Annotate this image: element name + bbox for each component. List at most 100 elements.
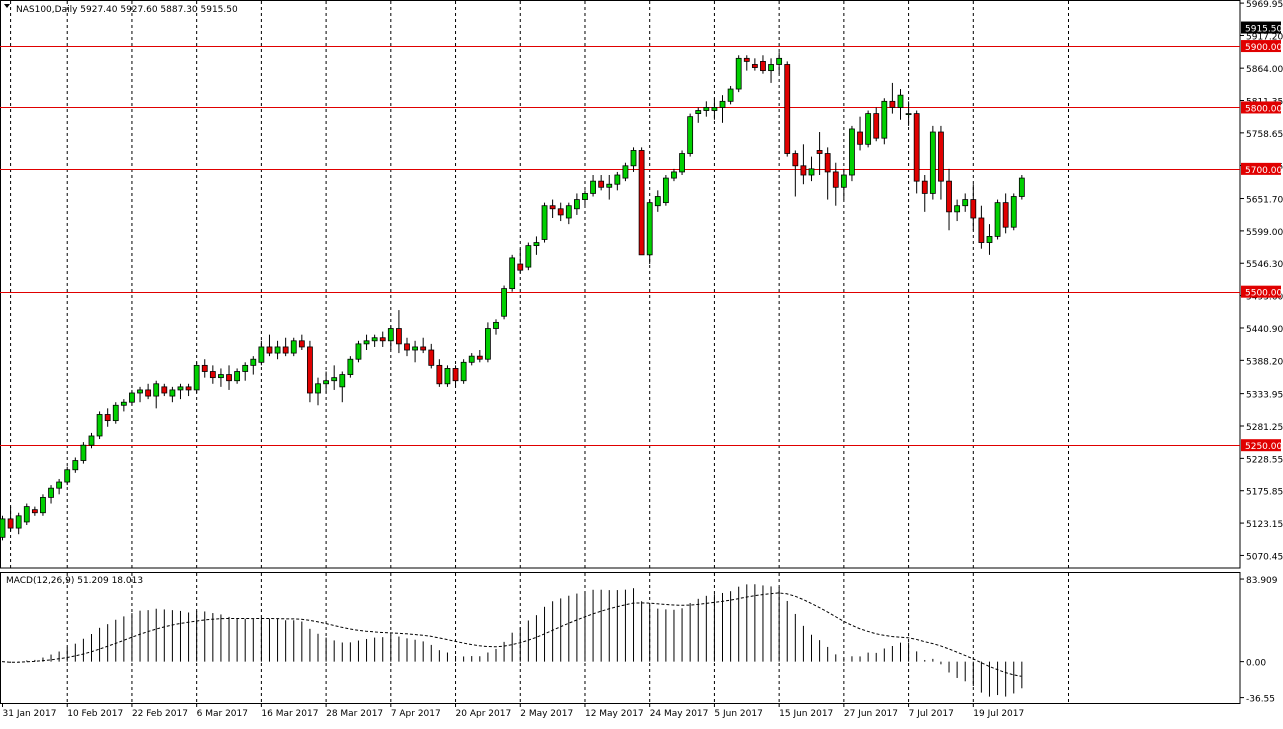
bearish-candle <box>7 518 14 529</box>
bearish-candle <box>379 337 386 342</box>
bearish-candle <box>209 371 216 379</box>
date-tick-label: 10 Feb 2017 <box>67 709 123 719</box>
bullish-candle <box>129 392 135 403</box>
bullish-candle <box>137 389 143 394</box>
price-tick-label: 5123.15 <box>1246 520 1283 530</box>
bearish-candle <box>31 509 38 514</box>
price-tick-label: 5333.95 <box>1246 391 1283 401</box>
bullish-candle <box>582 193 588 200</box>
bullish-candle <box>1018 177 1025 197</box>
bullish-candle <box>735 57 742 90</box>
macd-tick-label: -36.55 <box>1246 695 1275 705</box>
bearish-candle <box>226 374 232 382</box>
bullish-candle <box>468 355 475 363</box>
dropdown-triangle-icon[interactable] <box>4 4 10 8</box>
level-label: 5800.00 <box>1245 104 1282 114</box>
bullish-candle <box>565 205 572 219</box>
date-tick-label: 16 Mar 2017 <box>261 709 318 719</box>
bearish-candle <box>452 368 459 382</box>
bullish-candle <box>808 168 815 176</box>
price-tick-label: 5758.65 <box>1246 130 1283 140</box>
bullish-candle <box>412 346 418 351</box>
bearish-candle <box>185 386 192 391</box>
bullish-candle <box>865 113 872 145</box>
bullish-candle <box>177 386 184 391</box>
bearish-candle <box>598 180 605 188</box>
bearish-candle <box>832 171 839 188</box>
price-tick-label: 5969.95 <box>1246 0 1283 10</box>
bullish-candle <box>169 389 176 397</box>
bullish-candle <box>541 205 548 240</box>
bearish-candle <box>517 263 524 271</box>
bullish-candle <box>711 107 718 111</box>
bullish-candle <box>695 110 702 115</box>
bullish-candle <box>662 177 669 204</box>
level-label-box <box>1241 162 1281 175</box>
bullish-candle <box>986 236 993 243</box>
bearish-candle <box>298 340 305 348</box>
bullish-candle <box>905 113 912 115</box>
bullish-candle <box>23 506 30 523</box>
bullish-candle <box>56 481 63 489</box>
bearish-candle <box>824 153 831 173</box>
bullish-candle <box>347 358 354 375</box>
macd-panel-frame <box>0 572 1241 704</box>
price-tick-label: 5388.20 <box>1246 357 1283 367</box>
bullish-candle <box>153 383 160 397</box>
bearish-candle <box>161 386 168 394</box>
price-panel-frame <box>0 0 1241 569</box>
bullish-candle <box>15 515 22 529</box>
bullish-candle <box>331 377 338 382</box>
date-tick-label: 19 Jul 2017 <box>973 709 1024 719</box>
bullish-candle <box>525 245 532 268</box>
bearish-candle <box>751 64 758 68</box>
bullish-candle <box>776 57 783 65</box>
bullish-candle <box>371 337 378 342</box>
bullish-candle <box>703 107 710 111</box>
bullish-candle <box>460 361 467 382</box>
bullish-candle <box>120 401 127 406</box>
bullish-candle <box>719 100 726 108</box>
macd-tick-label: 83.909 <box>1246 576 1278 586</box>
current-price-box <box>1241 21 1281 34</box>
bearish-candle <box>889 100 896 108</box>
bullish-candle <box>1010 196 1017 228</box>
bearish-candle <box>436 364 443 385</box>
date-tick-label: 31 Jan 2017 <box>3 709 57 719</box>
bullish-candle <box>355 343 362 360</box>
date-tick-label: 22 Feb 2017 <box>132 709 188 719</box>
level-label-box <box>1241 439 1281 452</box>
bearish-candle <box>201 364 208 372</box>
bullish-candle <box>64 469 71 483</box>
bearish-candle <box>816 150 823 154</box>
bullish-candle <box>509 257 516 290</box>
bearish-candle <box>404 343 410 351</box>
bullish-candle <box>0 518 6 538</box>
bearish-candle <box>873 113 880 139</box>
date-tick-label: 6 Mar 2017 <box>197 709 248 719</box>
bearish-candle <box>428 349 435 366</box>
bullish-candle <box>88 435 95 446</box>
bullish-candle <box>606 183 613 188</box>
bullish-candle <box>687 116 694 154</box>
bearish-candle <box>1002 202 1009 228</box>
level-label: 5700.00 <box>1245 166 1282 176</box>
chart-title: NAS100,Daily 5927.40 5927.60 5887.30 591… <box>16 5 238 15</box>
bearish-candle <box>104 414 111 422</box>
level-label-box <box>1241 40 1281 53</box>
bearish-candle <box>946 180 952 213</box>
bullish-candle <box>250 358 257 366</box>
bullish-candle <box>590 180 596 194</box>
price-tick-label: 5599.00 <box>1246 228 1283 238</box>
price-tick-label: 5917.20 <box>1246 32 1283 42</box>
bearish-candle <box>145 389 152 397</box>
bearish-candle <box>307 346 313 394</box>
price-tick-label: 5175.85 <box>1246 488 1283 498</box>
bullish-candle <box>112 404 119 422</box>
bearish-candle <box>638 150 645 256</box>
bullish-candle <box>573 199 580 210</box>
bearish-candle <box>792 153 799 167</box>
bearish-candle <box>970 199 977 219</box>
